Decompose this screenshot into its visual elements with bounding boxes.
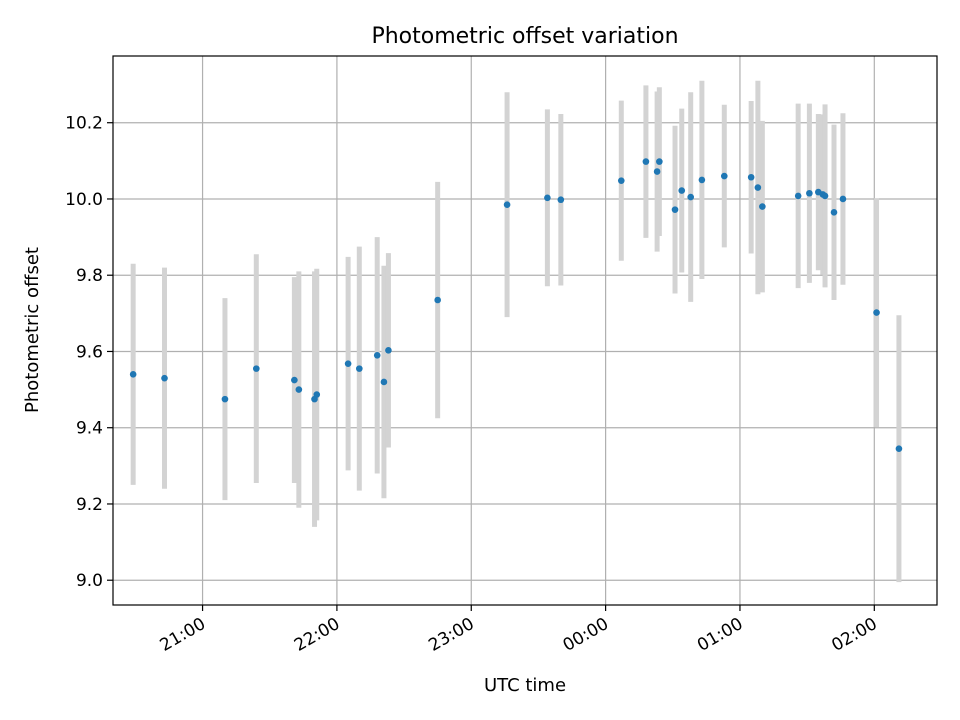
y-axis: 9.0 9.2 9.4 9.6 9.8 10.0 10.2 <box>65 114 113 591</box>
data-point <box>291 376 298 384</box>
data-point <box>747 173 755 181</box>
y-tick-label: 10.2 <box>65 114 103 134</box>
x-tick-label: 02:00 <box>828 614 880 656</box>
data-point <box>129 371 137 378</box>
y-tick-label: 10.0 <box>65 190 103 210</box>
y-tick-label: 9.4 <box>76 419 103 439</box>
data-point <box>656 158 663 165</box>
data-point <box>642 158 650 165</box>
data-point <box>754 184 762 191</box>
data-point <box>544 194 551 202</box>
data-point <box>344 360 352 367</box>
data-point <box>313 391 321 398</box>
data-point <box>295 386 303 393</box>
x-tick-label: 00:00 <box>560 614 612 656</box>
y-axis-label: Photometric offset <box>22 247 43 413</box>
y-tick-label: 9.0 <box>76 571 103 591</box>
data-point <box>356 365 363 372</box>
data-point <box>503 201 511 208</box>
data-point <box>373 351 381 359</box>
data-points <box>129 158 903 452</box>
data-point <box>434 296 441 304</box>
data-point <box>687 193 694 201</box>
data-point <box>653 168 661 175</box>
data-point <box>839 195 847 203</box>
grid <box>113 56 937 605</box>
data-point <box>873 309 880 316</box>
data-point <box>617 177 625 184</box>
y-tick-label: 9.6 <box>76 342 103 362</box>
data-point <box>698 176 706 184</box>
data-point <box>821 192 829 200</box>
data-point <box>671 206 679 213</box>
data-point <box>720 172 728 180</box>
data-point <box>557 196 565 204</box>
y-tick-label: 9.2 <box>76 495 103 515</box>
y-tick-label: 9.8 <box>76 266 103 286</box>
error-bars <box>130 80 902 583</box>
x-tick-label: 01:00 <box>694 614 746 656</box>
data-point <box>253 365 260 372</box>
x-tick-label: 22:00 <box>291 614 343 656</box>
plot-frame <box>112 55 938 606</box>
data-point <box>895 445 903 452</box>
data-point <box>830 209 838 216</box>
data-point <box>678 187 686 194</box>
data-point <box>221 395 229 403</box>
x-axis: 21:00 22:00 23:00 00:00 01:00 02:00 <box>157 605 881 656</box>
x-tick-label: 21:00 <box>157 614 209 656</box>
x-axis-label: UTC time <box>484 675 566 696</box>
data-point <box>794 192 802 200</box>
data-point <box>806 189 813 197</box>
data-point <box>380 378 388 386</box>
chart-title: Photometric offset variation <box>371 24 678 49</box>
x-tick-label: 23:00 <box>425 614 477 656</box>
data-point <box>759 203 766 210</box>
data-point <box>385 347 392 354</box>
data-point <box>161 374 168 382</box>
